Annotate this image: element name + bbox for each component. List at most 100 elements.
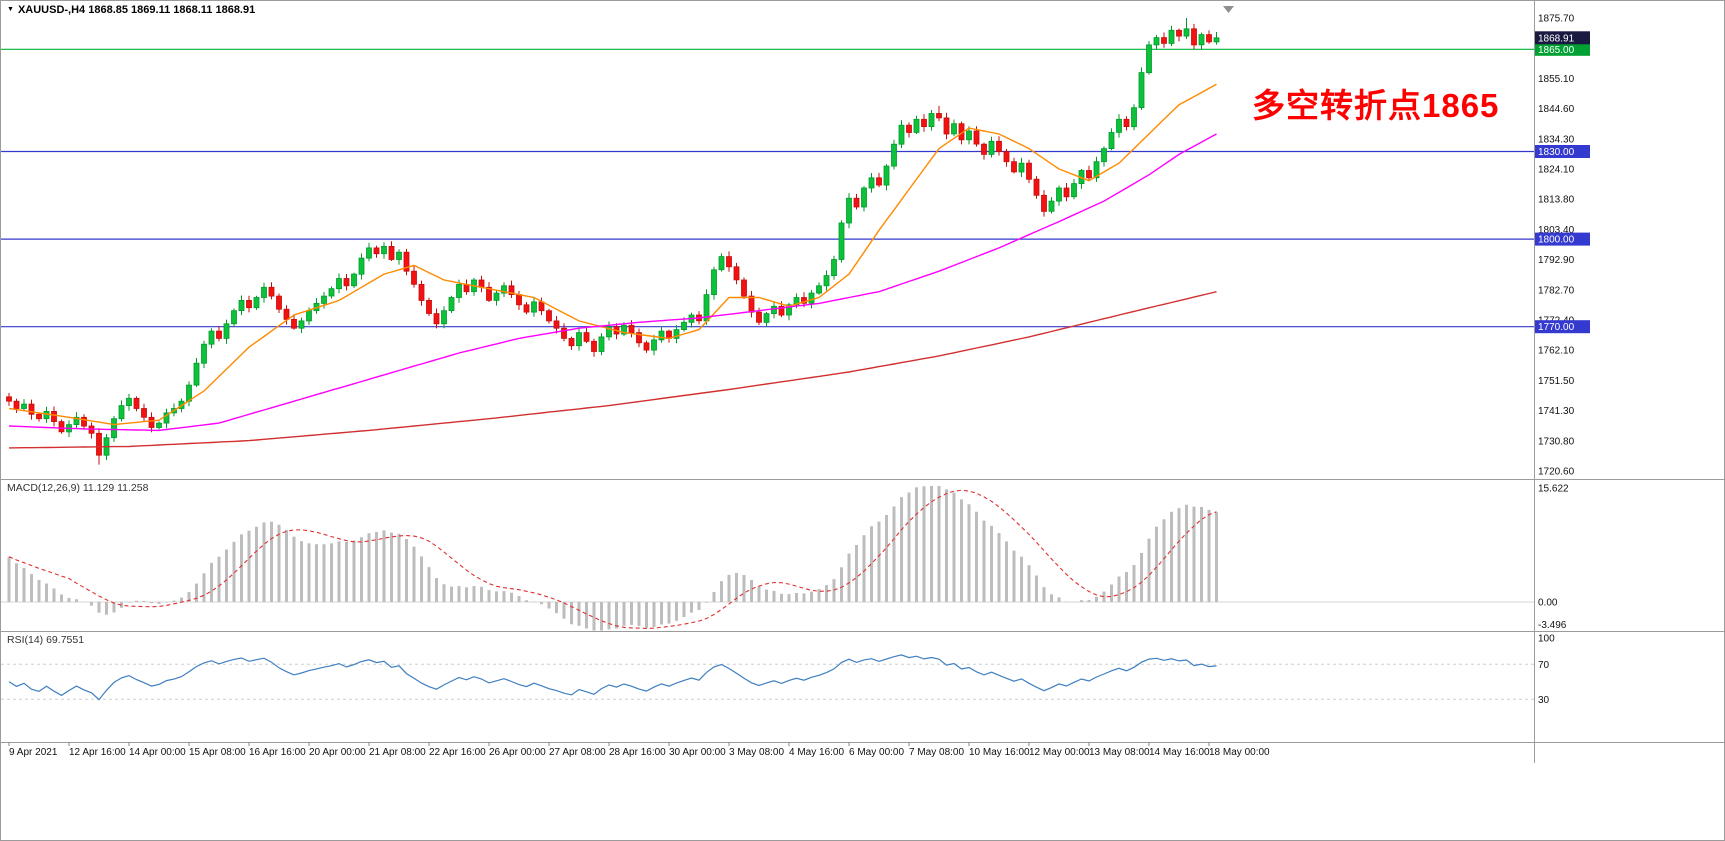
candle	[913, 118, 920, 133]
price-axis-label: 1844.60	[1538, 104, 1575, 115]
candle	[36, 413, 42, 420]
price-tag	[1535, 232, 1590, 246]
price-axis-label: 1813.80	[1538, 195, 1575, 206]
candle	[1071, 183, 1077, 198]
candle	[898, 124, 905, 145]
candle	[373, 247, 380, 255]
candle	[546, 310, 552, 322]
candle	[1213, 37, 1220, 43]
candle	[396, 251, 402, 260]
symbol-dropdown-icon[interactable]: ▼	[7, 6, 14, 13]
candle	[576, 332, 582, 347]
macd-axis-label: 15.622	[1538, 484, 1569, 495]
candle	[553, 320, 560, 329]
candle	[426, 299, 432, 314]
candle	[403, 251, 410, 272]
time-axis-label: 9 Apr 2021	[9, 747, 58, 758]
candle	[1183, 28, 1190, 37]
candle	[643, 342, 650, 351]
candle	[216, 330, 222, 339]
price-tag-text: 1770.00	[1538, 322, 1575, 333]
candle	[328, 288, 335, 297]
time-axis-label: 26 Apr 00:00	[489, 747, 546, 758]
candle	[1198, 34, 1205, 46]
candle	[726, 256, 732, 268]
candle	[531, 301, 537, 313]
candle	[291, 318, 297, 329]
candle	[156, 422, 162, 428]
time-axis-label: 14 May 16:00	[1149, 747, 1210, 758]
candle	[748, 295, 755, 313]
candle	[568, 337, 575, 347]
ma-line-mid[interactable]	[8, 133, 1217, 432]
candle	[441, 310, 447, 325]
candle	[268, 286, 275, 297]
time-axis-label: 10 May 16:00	[969, 747, 1030, 758]
candle	[231, 310, 237, 325]
rsi-line	[8, 654, 1217, 701]
candle	[1011, 161, 1017, 173]
ma-line-slow[interactable]	[8, 291, 1217, 449]
candle	[621, 324, 627, 335]
rsi-axis-label: 70	[1538, 660, 1550, 671]
candle	[81, 416, 87, 427]
candle	[1108, 132, 1115, 150]
candle	[13, 400, 20, 409]
candle	[223, 323, 230, 339]
candle	[43, 410, 50, 420]
candle	[456, 283, 462, 298]
ma-line-fast[interactable]	[8, 83, 1217, 426]
candle	[96, 432, 102, 456]
candle	[28, 403, 35, 415]
shift-marker-icon[interactable]	[1223, 6, 1234, 13]
candle	[1176, 29, 1182, 37]
candle	[388, 245, 395, 260]
candle	[523, 304, 530, 313]
time-axis-label: 22 Apr 16:00	[429, 747, 486, 758]
candle	[1056, 187, 1062, 202]
candle	[598, 336, 605, 352]
candle	[538, 301, 545, 312]
candle	[831, 259, 837, 277]
candle	[321, 295, 327, 304]
candle	[1026, 162, 1032, 180]
candle	[823, 275, 830, 287]
candle	[1168, 29, 1175, 44]
candle	[493, 292, 500, 301]
price-axis-label: 1730.80	[1538, 436, 1575, 447]
rsi-axis-label: 30	[1538, 695, 1550, 706]
candle	[808, 292, 815, 304]
candle	[1033, 178, 1040, 196]
candle	[1101, 148, 1107, 163]
candle	[126, 397, 132, 406]
candle	[1063, 187, 1070, 198]
candle	[148, 416, 155, 428]
price-axis-label: 1803.40	[1538, 225, 1575, 236]
candle	[1138, 72, 1145, 108]
candle	[853, 197, 860, 208]
candle	[381, 245, 387, 255]
candle	[658, 330, 665, 341]
candle	[561, 327, 567, 339]
candle	[786, 304, 792, 316]
candle	[298, 320, 305, 329]
candle	[801, 297, 807, 304]
candle	[1153, 37, 1160, 46]
candle	[51, 410, 57, 422]
candle	[868, 177, 875, 189]
candle	[718, 256, 725, 271]
candle	[973, 130, 980, 145]
candle	[928, 113, 935, 128]
candle	[966, 130, 972, 141]
time-axis-label: 15 Apr 08:00	[189, 747, 246, 758]
candle	[673, 329, 680, 339]
time-axis-label: 12 May 00:00	[1029, 747, 1090, 758]
price-axis-label: 1782.70	[1538, 285, 1575, 296]
candle	[936, 113, 942, 119]
candle	[681, 321, 687, 330]
price-tag-text: 1800.00	[1538, 235, 1575, 246]
price-axis-label: 1855.10	[1538, 74, 1575, 85]
candle	[606, 326, 612, 338]
price-axis-label: 1824.10	[1538, 165, 1575, 176]
